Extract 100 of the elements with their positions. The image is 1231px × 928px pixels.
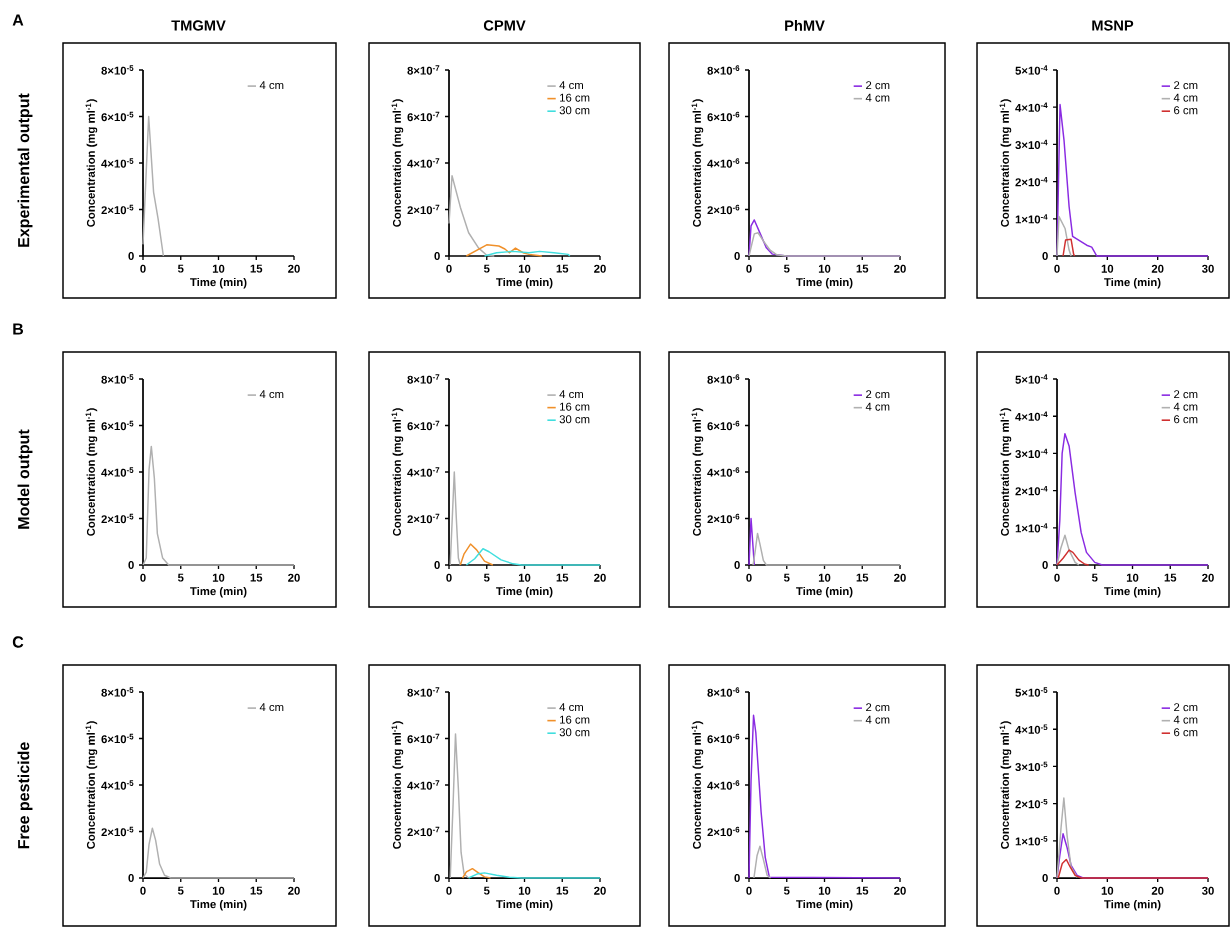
legend-label: 4 cm xyxy=(559,703,583,712)
x-tick-label: 0 xyxy=(140,264,146,273)
y-tick-label: 6×10$^{-5}$ xyxy=(101,733,134,744)
y-tick-label: 2×10$^{-4}$ xyxy=(1015,176,1048,187)
y-tick-label: 0 xyxy=(434,252,440,261)
y-axis-title: Concentration (mg ml$^{-1}$) xyxy=(85,721,98,849)
y-tick-label: 4×10$^{-5}$ xyxy=(101,158,134,168)
x-tick-label: 10 xyxy=(212,573,225,582)
x-tick-label: 0 xyxy=(446,264,452,273)
text: Model output xyxy=(17,429,33,529)
y-tick-label: 2×10$^{-4}$ xyxy=(1015,485,1048,496)
legend-label: 2 cm xyxy=(1174,81,1198,90)
y-tick-label: 0 xyxy=(128,252,134,261)
legend-label: 4 cm xyxy=(1173,93,1198,102)
y-tick-label: 2×10$^{-6}$ xyxy=(707,826,740,837)
x-axis-title: Time (min) xyxy=(496,586,553,598)
y-tick-label: 8×10$^{-7}$ xyxy=(407,374,440,384)
x-tick-label: 10 xyxy=(212,264,225,273)
legend-label: 2 cm xyxy=(866,703,890,712)
legend-label: 2 cm xyxy=(866,390,890,399)
y-tick-label: 8×10$^{-5}$ xyxy=(101,374,134,384)
y-tick-label: 0 xyxy=(434,874,440,883)
y-tick-label: 1×10$^{-5}$ xyxy=(1015,836,1048,846)
y-axis-title: Concentration (mg ml$^{-1}$) xyxy=(999,721,1012,849)
y-tick-label: 6×10$^{-6}$ xyxy=(707,420,740,431)
legend-label: 16 cm xyxy=(560,402,590,411)
y-tick-label: 0 xyxy=(1042,561,1048,570)
x-axis-title: Time (min) xyxy=(1104,277,1161,289)
legend-label: 4 cm xyxy=(865,402,890,411)
chart-title: CPMV xyxy=(483,20,526,31)
y-axis-title: Concentration (mg ml$^{-1}$) xyxy=(691,721,704,849)
legend-label: 2 cm xyxy=(1174,703,1198,712)
x-tick-label: 10 xyxy=(818,264,831,273)
y-tick-label: 8×10$^{-7}$ xyxy=(407,687,440,697)
y-tick-label: 2×10$^{-7}$ xyxy=(407,513,440,524)
x-tick-label: 10 xyxy=(518,264,531,273)
x-tick-label: 5 xyxy=(783,886,790,895)
y-tick-label: 6×10$^{-5}$ xyxy=(101,420,134,431)
y-tick-label: 2×10$^{-7}$ xyxy=(407,826,440,837)
text: Free pesticide xyxy=(17,742,33,849)
x-axis-title: Time (min) xyxy=(1104,586,1161,598)
x-axis-title: Time (min) xyxy=(1104,899,1161,911)
y-tick-label: 5×10$^{-4}$ xyxy=(1015,374,1048,384)
x-tick-label: 10 xyxy=(1126,573,1139,582)
x-tick-label: 5 xyxy=(483,886,490,895)
x-axis-title: Time (min) xyxy=(796,277,853,289)
y-tick-label: 4×10$^{-6}$ xyxy=(707,467,740,477)
y-tick-label: 0 xyxy=(128,561,134,570)
y-tick-label: 8×10$^{-5}$ xyxy=(101,65,134,75)
y-tick-label: 0 xyxy=(1042,874,1048,883)
y-tick-label: 8×10$^{-6}$ xyxy=(707,374,740,384)
x-tick-label: 20 xyxy=(1202,573,1214,582)
x-tick-label: 5 xyxy=(177,886,184,895)
y-tick-label: 4×10$^{-7}$ xyxy=(407,467,440,477)
x-tick-label: 5 xyxy=(783,573,790,582)
x-tick-label: 15 xyxy=(250,573,263,582)
x-tick-label: 20 xyxy=(894,886,906,895)
y-tick-label: 8×10$^{-7}$ xyxy=(407,65,440,75)
y-tick-label: 2×10$^{-5}$ xyxy=(1015,798,1048,809)
x-axis-title: Time (min) xyxy=(190,586,247,598)
x-tick-label: 5 xyxy=(483,573,490,582)
x-tick-label: 20 xyxy=(894,264,906,273)
x-tick-label: 15 xyxy=(556,264,569,273)
legend-label: 4 cm xyxy=(559,390,583,399)
chart-title: PhMV xyxy=(785,20,825,31)
y-tick-label: 4×10$^{-4}$ xyxy=(1015,102,1048,112)
legend-label: 16 cm xyxy=(560,93,590,102)
x-tick-label: 15 xyxy=(556,573,569,582)
y-axis-title: Concentration (mg ml$^{-1}$) xyxy=(85,408,98,536)
x-axis-title: Time (min) xyxy=(190,899,247,911)
x-tick-label: 15 xyxy=(856,264,869,273)
x-tick-label: 20 xyxy=(594,886,606,895)
text: C xyxy=(12,636,24,648)
y-tick-label: 6×10$^{-7}$ xyxy=(407,111,440,122)
y-tick-label: 5×10$^{-5}$ xyxy=(1015,687,1048,697)
x-tick-label: 15 xyxy=(556,886,569,895)
x-tick-label: 15 xyxy=(250,264,263,273)
x-tick-label: 10 xyxy=(518,886,531,895)
x-axis-title: Time (min) xyxy=(190,277,247,289)
y-tick-label: 0 xyxy=(734,874,740,883)
y-tick-label: 1×10$^{-4}$ xyxy=(1015,214,1048,224)
legend-label: 6 cm xyxy=(1174,415,1198,424)
x-tick-label: 10 xyxy=(1101,264,1114,273)
x-tick-label: 0 xyxy=(140,886,146,895)
x-tick-label: 0 xyxy=(746,264,752,273)
x-tick-label: 5 xyxy=(177,264,184,273)
x-tick-label: 15 xyxy=(856,573,869,582)
y-axis-title: Concentration (mg ml$^{-1}$) xyxy=(85,99,98,227)
y-tick-label: 6×10$^{-7}$ xyxy=(407,733,440,744)
legend-label: 4 cm xyxy=(559,81,583,90)
y-tick-label: 6×10$^{-6}$ xyxy=(707,111,740,122)
y-tick-label: 4×10$^{-4}$ xyxy=(1015,411,1048,421)
x-tick-label: 0 xyxy=(446,886,452,895)
x-tick-label: 0 xyxy=(446,573,452,582)
y-axis-title: Concentration (mg ml$^{-1}$) xyxy=(391,99,404,227)
y-axis-title: Concentration (mg ml$^{-1}$) xyxy=(691,408,704,536)
x-tick-label: 20 xyxy=(594,573,606,582)
x-tick-label: 10 xyxy=(818,573,831,582)
legend-label: 4 cm xyxy=(259,81,284,90)
x-tick-label: 10 xyxy=(818,886,831,895)
